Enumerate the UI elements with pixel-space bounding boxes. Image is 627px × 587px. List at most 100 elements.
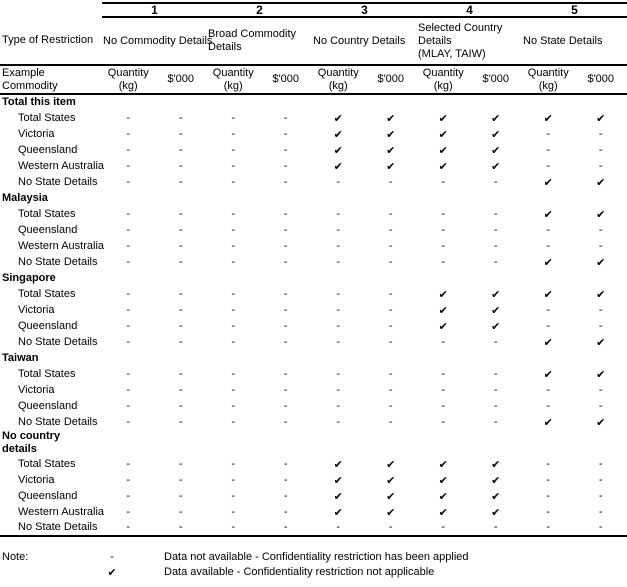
dash-cell: - <box>546 489 551 502</box>
empty-cell <box>522 350 575 366</box>
check-mark-cell: ✔ <box>333 489 343 503</box>
check-mark-cell: ✔ <box>333 159 343 173</box>
dash-cell: - <box>598 505 603 518</box>
empty-cell <box>155 430 208 456</box>
dash-cell: - <box>283 127 288 140</box>
dash-cell: - <box>126 303 131 316</box>
dash-cell: - <box>126 255 131 268</box>
dash-cell: - <box>178 319 183 332</box>
check-mark-cell: ✔ <box>386 505 396 519</box>
table-row: Victoria - - - - ✔ ✔ ✔ ✔ - - <box>0 126 627 142</box>
check-mark-cell: ✔ <box>596 111 606 125</box>
dash-cell: - <box>336 239 341 252</box>
dash-cell: - <box>336 335 341 348</box>
table-row: No State Details - - - - - - - - - - <box>0 520 627 537</box>
dash-cell: - <box>126 367 131 380</box>
table-row: Total States - - - - - - - - ✔ ✔ <box>0 366 627 382</box>
dash-cell: - <box>388 367 393 380</box>
column-number-4: 4 <box>417 2 522 18</box>
table-body: Total this item Total States - - - - ✔ ✔ ✔ ✔ ✔ ✔ Vic… <box>0 94 627 537</box>
dash-cell: - <box>493 399 498 412</box>
dash-cell: - <box>283 143 288 156</box>
empty-cell <box>102 270 155 286</box>
dash-cell: - <box>231 207 236 220</box>
check-mark-cell: ✔ <box>596 255 606 269</box>
row-label: No State Details <box>18 335 98 348</box>
value-header-2: $'000 <box>259 64 312 95</box>
empty-cell <box>365 270 418 286</box>
table-row: Western Australia - - - - ✔ ✔ ✔ ✔ - - <box>0 158 627 174</box>
table-row: Queensland - - - - ✔ ✔ ✔ ✔ - - <box>0 142 627 158</box>
check-mark-cell: ✔ <box>543 175 553 189</box>
check-mark-cell: ✔ <box>543 207 553 221</box>
dash-cell: - <box>283 399 288 412</box>
subheader-row: Example Commodity Quantity (kg) $'000 Quant… <box>0 64 627 95</box>
empty-cell <box>470 94 523 110</box>
empty-cell <box>207 350 260 366</box>
dash-cell: - <box>546 143 551 156</box>
dash-cell: - <box>126 239 131 252</box>
dash-cell: - <box>336 223 341 236</box>
check-mark-cell: ✔ <box>386 143 396 157</box>
empty-cell <box>155 350 208 366</box>
empty-cell <box>207 94 260 110</box>
quantity-header-5: Quantity (kg) <box>522 64 575 95</box>
dash-cell: - <box>336 255 341 268</box>
check-mark-cell: ✔ <box>386 127 396 141</box>
dash-cell: - <box>388 303 393 316</box>
restriction-type-4: Selected Country Details (MLAY, TAIW) <box>418 21 503 60</box>
dash-cell: - <box>522 520 575 537</box>
value-header-5: $'000 <box>574 64 627 95</box>
value-header-1: $'000 <box>154 64 207 95</box>
empty-cell <box>312 350 365 366</box>
group-name: No country details <box>2 430 61 455</box>
dash-cell: - <box>441 175 446 188</box>
dash-cell: - <box>178 175 183 188</box>
dash-cell: - <box>441 335 446 348</box>
dash-cell: - <box>231 223 236 236</box>
dash-cell: - <box>336 367 341 380</box>
check-mark-cell: ✔ <box>386 457 396 471</box>
dash-cell: - <box>546 319 551 332</box>
dash-cell: - <box>388 335 393 348</box>
empty-cell <box>260 94 313 110</box>
empty-cell <box>260 190 313 206</box>
dash-cell: - <box>441 415 446 428</box>
group-name: Taiwan <box>2 351 39 364</box>
dash-cell: - <box>493 175 498 188</box>
check-mark-cell: ✔ <box>491 111 501 125</box>
dash-cell: - <box>126 223 131 236</box>
dash-cell: - <box>388 239 393 252</box>
dash-cell: - <box>283 367 288 380</box>
dash-cell: - <box>417 520 470 537</box>
dash-cell: - <box>598 143 603 156</box>
dash-cell: - <box>598 457 603 470</box>
note-label: Note: <box>2 551 29 563</box>
table-row: Total States - - - - ✔ ✔ ✔ ✔ - - <box>0 456 627 472</box>
row-label: Victoria <box>18 473 55 486</box>
dash-symbol: - <box>110 551 114 563</box>
dash-cell: - <box>283 287 288 300</box>
dash-cell: - <box>441 367 446 380</box>
dash-cell: - <box>126 159 131 172</box>
dash-cell: - <box>598 127 603 140</box>
dash-cell: - <box>546 159 551 172</box>
example-commodity-label: Example Commodity <box>0 64 102 95</box>
dash-cell: - <box>231 335 236 348</box>
empty-cell <box>207 430 260 456</box>
dash-cell: - <box>283 255 288 268</box>
dash-cell: - <box>336 399 341 412</box>
empty-cell <box>417 350 470 366</box>
dash-cell: - <box>231 239 236 252</box>
dash-cell: - <box>336 383 341 396</box>
dash-cell: - <box>598 223 603 236</box>
check-mark-cell: ✔ <box>596 367 606 381</box>
check-mark-cell: ✔ <box>438 505 448 519</box>
dash-cell: - <box>441 255 446 268</box>
dash-cell: - <box>126 287 131 300</box>
dash-cell: - <box>283 175 288 188</box>
table-row: Victoria - - - - - - ✔ ✔ - - <box>0 302 627 318</box>
dash-cell: - <box>493 367 498 380</box>
empty-cell <box>470 430 523 456</box>
